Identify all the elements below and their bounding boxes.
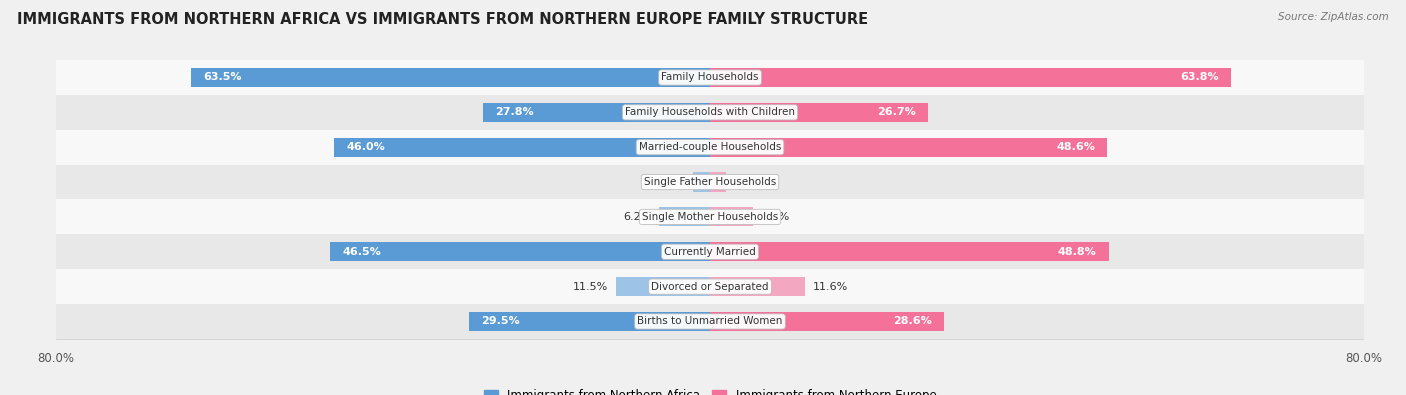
Text: 2.1%: 2.1% <box>657 177 685 187</box>
Text: 6.2%: 6.2% <box>623 212 651 222</box>
Bar <box>710 68 1232 87</box>
Bar <box>482 103 710 122</box>
Bar <box>56 130 1364 165</box>
Text: 11.5%: 11.5% <box>572 282 607 292</box>
Bar <box>470 312 710 331</box>
Text: 26.7%: 26.7% <box>877 107 915 117</box>
Text: Currently Married: Currently Married <box>664 247 756 257</box>
Text: Births to Unmarried Women: Births to Unmarried Women <box>637 316 783 326</box>
Text: 5.3%: 5.3% <box>762 212 790 222</box>
Bar <box>710 173 727 192</box>
Bar <box>56 304 1364 339</box>
Text: Family Households: Family Households <box>661 73 759 83</box>
Bar <box>710 312 943 331</box>
Bar <box>710 137 1107 157</box>
Text: 28.6%: 28.6% <box>893 316 932 326</box>
Bar <box>56 60 1364 95</box>
Bar <box>710 277 804 296</box>
Text: 11.6%: 11.6% <box>813 282 848 292</box>
Text: Single Mother Households: Single Mother Households <box>643 212 778 222</box>
Bar <box>56 95 1364 130</box>
Bar <box>56 165 1364 199</box>
Bar <box>693 173 710 192</box>
Bar <box>191 68 710 87</box>
Bar <box>330 242 710 261</box>
Text: 29.5%: 29.5% <box>481 316 520 326</box>
Legend: Immigrants from Northern Africa, Immigrants from Northern Europe: Immigrants from Northern Africa, Immigra… <box>479 384 941 395</box>
Bar <box>710 103 928 122</box>
Text: 48.6%: 48.6% <box>1056 142 1095 152</box>
Bar <box>56 199 1364 234</box>
Bar <box>56 269 1364 304</box>
Bar <box>710 207 754 226</box>
Text: Family Households with Children: Family Households with Children <box>626 107 794 117</box>
Text: 46.5%: 46.5% <box>342 247 381 257</box>
Text: 63.5%: 63.5% <box>204 73 242 83</box>
Text: Single Father Households: Single Father Households <box>644 177 776 187</box>
Text: 63.8%: 63.8% <box>1181 73 1219 83</box>
Bar <box>616 277 710 296</box>
Bar <box>335 137 710 157</box>
Bar <box>56 234 1364 269</box>
Text: Source: ZipAtlas.com: Source: ZipAtlas.com <box>1278 12 1389 22</box>
Text: Married-couple Households: Married-couple Households <box>638 142 782 152</box>
Text: IMMIGRANTS FROM NORTHERN AFRICA VS IMMIGRANTS FROM NORTHERN EUROPE FAMILY STRUCT: IMMIGRANTS FROM NORTHERN AFRICA VS IMMIG… <box>17 12 868 27</box>
Text: 46.0%: 46.0% <box>346 142 385 152</box>
Bar <box>710 242 1109 261</box>
Bar <box>659 207 710 226</box>
Text: 48.8%: 48.8% <box>1057 247 1097 257</box>
Text: Divorced or Separated: Divorced or Separated <box>651 282 769 292</box>
Text: 27.8%: 27.8% <box>495 107 534 117</box>
Text: 2.0%: 2.0% <box>734 177 763 187</box>
